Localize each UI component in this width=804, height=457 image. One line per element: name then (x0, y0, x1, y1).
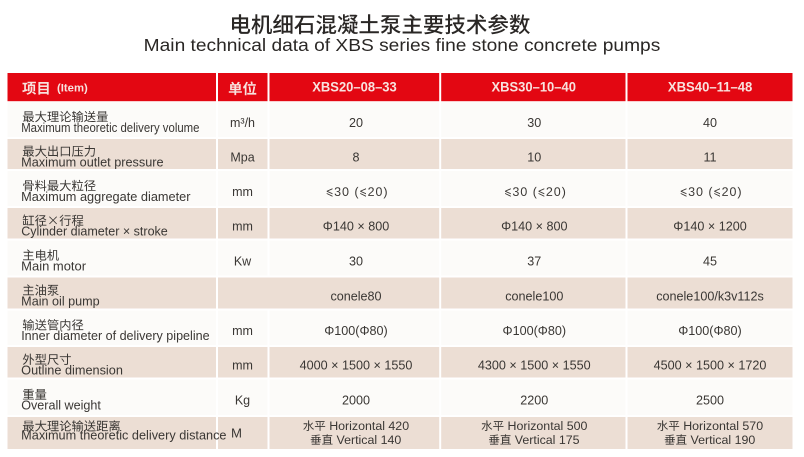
svg-text:Φ100(Φ80): Φ100(Φ80) (324, 324, 388, 338)
svg-text:Φ140 × 800: Φ140 × 800 (323, 220, 389, 234)
svg-text:10: 10 (527, 150, 541, 164)
svg-text:Φ140 × 1200: Φ140 × 1200 (673, 220, 746, 234)
svg-text:30: 30 (349, 254, 363, 268)
svg-text:8: 8 (352, 150, 359, 164)
svg-text:conele100/k3v112s: conele100/k3v112s (656, 289, 764, 303)
svg-text:mm: mm (232, 359, 253, 373)
svg-text:4300 × 1500 × 1550: 4300 × 1500 × 1550 (478, 359, 591, 373)
svg-text:Vertical 140: Vertical 140 (337, 433, 402, 447)
svg-text:Inner diameter of delivery pip: Inner diameter of delivery pipeline (21, 329, 209, 343)
svg-text:Main oil pump: Main oil pump (21, 294, 100, 308)
svg-text:Horizontal 570: Horizontal 570 (683, 419, 763, 433)
svg-text:4000 × 1500 × 1550: 4000 × 1500 × 1550 (300, 359, 413, 373)
svg-text:40: 40 (703, 116, 717, 130)
svg-text:20: 20 (349, 116, 363, 130)
svg-text:XBS40–11–48: XBS40–11–48 (668, 79, 753, 95)
svg-text:Horizontal 420: Horizontal 420 (329, 419, 409, 433)
svg-text:Horizontal 500: Horizontal 500 (508, 419, 588, 433)
svg-text:2000: 2000 (342, 394, 370, 408)
svg-text:conele100: conele100 (505, 289, 563, 303)
svg-text:Φ100(Φ80): Φ100(Φ80) (503, 324, 567, 338)
svg-text:Outline dimension: Outline dimension (21, 364, 123, 378)
svg-text:Kg: Kg (235, 394, 250, 408)
svg-text:Φ100(Φ80): Φ100(Φ80) (678, 324, 742, 338)
svg-text:Maximum aggregate diameter: Maximum aggregate diameter (21, 190, 190, 204)
svg-text:Maximum theoretic delivery vol: Maximum theoretic delivery volume (21, 121, 199, 135)
svg-text:Main technical data of XBS ser: Main technical data of XBS series fine s… (144, 35, 661, 55)
svg-text:mm: mm (232, 220, 253, 234)
svg-text:4500 × 1500 × 1720: 4500 × 1500 × 1720 (654, 359, 767, 373)
svg-text:11: 11 (703, 150, 716, 164)
svg-text:mm: mm (232, 324, 253, 338)
svg-text:M: M (231, 425, 242, 440)
svg-text:2200: 2200 (520, 394, 548, 408)
svg-text:Maximum outlet pressure: Maximum outlet pressure (21, 155, 163, 169)
svg-text:m³/h: m³/h (230, 116, 255, 130)
svg-text:30: 30 (527, 116, 541, 130)
svg-text:Kw: Kw (234, 254, 252, 268)
svg-text:XBS20–08–33: XBS20–08–33 (312, 79, 397, 95)
svg-text:Vertical 175: Vertical 175 (515, 433, 580, 447)
svg-text:Main motor: Main motor (21, 259, 86, 273)
svg-text:37: 37 (527, 254, 541, 268)
svg-text:45: 45 (703, 254, 717, 268)
svg-text:Vertical 190: Vertical 190 (691, 433, 756, 447)
svg-text:Cylinder diameter × stroke: Cylinder diameter × stroke (21, 225, 168, 239)
svg-text:mm: mm (232, 185, 253, 199)
svg-text:Φ140 × 800: Φ140 × 800 (501, 220, 567, 234)
svg-text:(Item): (Item) (57, 83, 88, 95)
svg-text:conele80: conele80 (330, 289, 381, 303)
svg-text:Overall weight: Overall weight (21, 399, 101, 413)
svg-text:Mpa: Mpa (230, 150, 254, 164)
svg-text:XBS30–10–40: XBS30–10–40 (491, 79, 576, 95)
svg-text:2500: 2500 (696, 394, 724, 408)
svg-text:Maximum theoretic delivery dis: Maximum theoretic delivery distance (21, 429, 226, 443)
